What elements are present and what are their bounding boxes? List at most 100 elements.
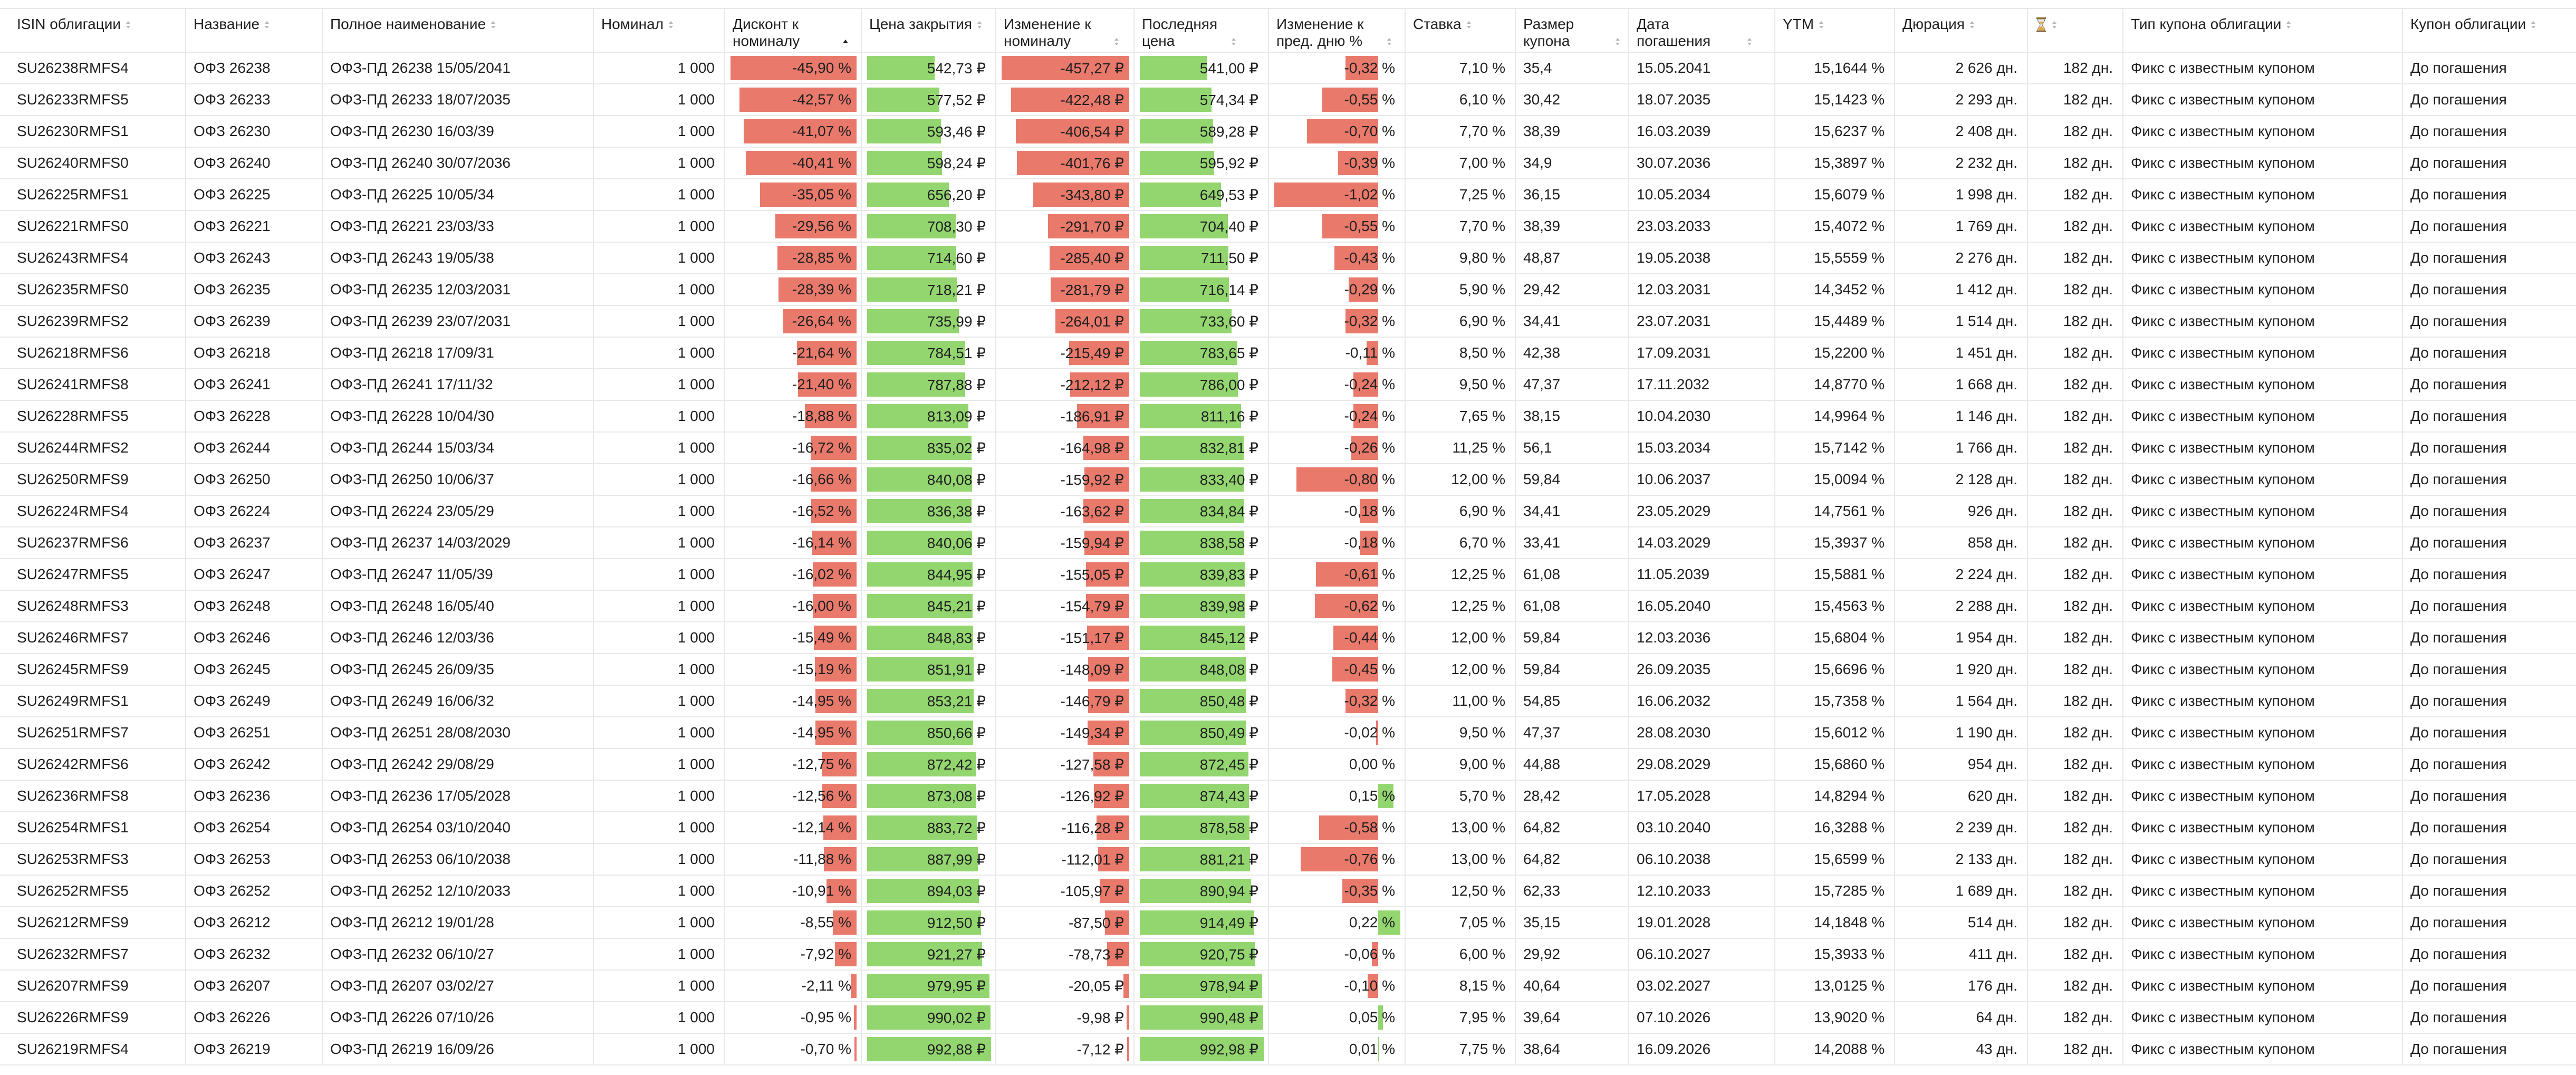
cell-value: -401,76 ₽ [1060, 155, 1124, 171]
table-row[interactable]: SU26238RMFS4 ОФЗ 26238 ОФЗ-ПД 26238 15/05/… [0, 52, 2576, 84]
column-header[interactable]: Тип купона облигации [2123, 8, 2403, 53]
cell-value: -8,55 % [800, 914, 852, 930]
cell-value: 786,00 ₽ [1199, 376, 1258, 393]
table-row[interactable]: SU26250RMFS9 ОФЗ 26250 ОФЗ-ПД 26250 10/06/… [0, 464, 2576, 496]
header-label: Тип купона облигации [2131, 16, 2282, 32]
cell-text: До погашения [2410, 186, 2507, 203]
table-row[interactable]: SU26245RMFS9 ОФЗ 26245 ОФЗ-ПД 26245 26/09/… [0, 654, 2576, 686]
column-header[interactable]: Ставка [1405, 8, 1516, 53]
column-header[interactable]: Дюрация [1895, 8, 2028, 53]
table-row[interactable]: SU26254RMFS1 ОФЗ 26254 ОФЗ-ПД 26254 03/10/… [0, 812, 2576, 844]
table-row[interactable]: SU26241RMFS8 ОФЗ 26241 ОФЗ-ПД 26241 17/11/… [0, 369, 2576, 401]
table-row[interactable]: SU26248RMFS3 ОФЗ 26248 ОФЗ-ПД 26248 16/05/… [0, 590, 2576, 622]
column-header[interactable]: Размер купона [1515, 8, 1629, 53]
table-cell: 64 дн. [1895, 1002, 2028, 1034]
table-row[interactable]: SU26243RMFS4 ОФЗ 26243 ОФЗ-ПД 26243 19/05/… [0, 242, 2576, 274]
table-cell: -401,76 ₽ [996, 147, 1135, 179]
cell-content: ОФЗ 26218 [186, 338, 321, 368]
table-row[interactable]: SU26218RMFS6 ОФЗ 26218 ОФЗ-ПД 26218 17/09/… [0, 337, 2576, 369]
column-header[interactable]: Номинал [593, 8, 725, 53]
table-row[interactable]: SU26207RMFS9 ОФЗ 26207 ОФЗ-ПД 26207 03/02/… [0, 970, 2576, 1002]
cell-content: ОФЗ-ПД 26224 23/05/29 [323, 496, 592, 526]
table-row[interactable]: SU26237RMFS6 ОФЗ 26237 ОФЗ-ПД 26237 14/03/… [0, 527, 2576, 559]
cell-content: 0,00 % [1269, 749, 1404, 779]
cell-text: 182 дн. [2063, 439, 2113, 456]
cell-value: 574,34 ₽ [1199, 91, 1258, 108]
table-row[interactable]: SU26233RMFS5 ОФЗ 26233 ОФЗ-ПД 26233 18/07/… [0, 84, 2576, 116]
table-row[interactable]: SU26246RMFS7 ОФЗ 26246 ОФЗ-ПД 26246 12/03/… [0, 622, 2576, 654]
bar-area [730, 341, 857, 365]
column-header[interactable]: Изменение к пред. дню % [1268, 8, 1406, 53]
column-header[interactable]: Дата погашения [1629, 8, 1775, 53]
table-row[interactable]: SU26224RMFS4 ОФЗ 26224 ОФЗ-ПД 26224 23/05/… [0, 495, 2576, 527]
table-row[interactable]: SU26247RMFS5 ОФЗ 26247 ОФЗ-ПД 26247 11/05/… [0, 559, 2576, 591]
table-cell: Фикс с известным купоном [2123, 369, 2403, 401]
table-row[interactable]: SU26226RMFS9 ОФЗ 26226 ОФЗ-ПД 26226 07/10/… [0, 1002, 2576, 1034]
column-header[interactable]: Купон облигации [2402, 8, 2576, 53]
cell-content: -406,54 ₽ [996, 116, 1133, 146]
cell-content: SU26218RMFS6 [0, 338, 185, 368]
table-row[interactable]: SU26240RMFS0 ОФЗ 26240 ОФЗ-ПД 26240 30/07/… [0, 147, 2576, 179]
table-row[interactable]: SU26221RMFS0 ОФЗ 26221 ОФЗ-ПД 26221 23/03/… [0, 210, 2576, 243]
column-header[interactable]: Полное наименование [322, 8, 594, 53]
cell-content: -0,43 % [1269, 243, 1404, 273]
cell-content: -8,55 % [725, 907, 860, 937]
table-row[interactable]: SU26236RMFS8 ОФЗ 26236 ОФЗ-ПД 26236 17/05/… [0, 780, 2576, 812]
cell-content: 7,70 % [1406, 116, 1514, 146]
cell-content: -215,49 ₽ [996, 338, 1133, 368]
bar [1322, 214, 1378, 238]
cell-text: 1 000 [677, 60, 715, 76]
table-row[interactable]: SU26230RMFS1 ОФЗ 26230 ОФЗ-ПД 26230 16/03/… [0, 116, 2576, 148]
cell-content: ОФЗ-ПД 26232 06/10/27 [323, 939, 592, 969]
table-row[interactable]: SU26212RMFS9 ОФЗ 26212 ОФЗ-ПД 26212 19/01/… [0, 907, 2576, 939]
column-header[interactable]: Название [186, 8, 323, 53]
cell-text: 15,3897 % [1814, 155, 1885, 171]
table-row[interactable]: SU26253RMFS3 ОФЗ 26253 ОФЗ-ПД 26253 06/10/… [0, 843, 2576, 876]
sort-icon [1819, 21, 1824, 28]
bar-area [1002, 942, 1129, 966]
cell-content: 7,65 % [1406, 401, 1514, 431]
column-header[interactable]: YTM [1775, 8, 1895, 53]
column-header[interactable]: ISIN облигации [0, 8, 186, 53]
cell-value: -0,11 % [1345, 344, 1395, 361]
cell-content: ОФЗ 26225 [186, 179, 321, 209]
bar-area [730, 752, 857, 776]
cell-value: -28,39 % [792, 281, 851, 297]
table-cell: 182 дн. [2027, 780, 2123, 812]
cell-content: -0,55 % [1269, 211, 1404, 241]
column-header[interactable]: Дисконт к номиналу [725, 8, 862, 53]
cell-content: 850,49 ₽ [1135, 717, 1267, 747]
table-cell: -21,64 % [725, 337, 862, 369]
column-header[interactable]: Изменение к номиналу [996, 8, 1135, 53]
table-row[interactable]: SU26235RMFS0 ОФЗ 26235 ОФЗ-ПД 26235 12/03/… [0, 274, 2576, 306]
table-row[interactable]: SU26244RMFS2 ОФЗ 26244 ОФЗ-ПД 26244 15/03/… [0, 432, 2576, 464]
table-cell: 577,52 ₽ [861, 84, 996, 116]
column-header[interactable] [2027, 8, 2123, 53]
table-row[interactable]: SU26228RMFS5 ОФЗ 26228 ОФЗ-ПД 26228 10/04/… [0, 400, 2576, 433]
cell-text: 2 276 дн. [1955, 249, 2017, 266]
table-cell: ОФЗ 26254 [186, 812, 323, 844]
table-cell: 12.10.2033 [1629, 875, 1775, 907]
column-header[interactable]: Последняя цена [1134, 8, 1269, 53]
table-row[interactable]: SU26252RMFS5 ОФЗ 26252 ОФЗ-ПД 26252 12/10/… [0, 875, 2576, 907]
bar-area [1274, 784, 1400, 808]
bar-area [730, 562, 857, 587]
cell-value: 883,72 ₽ [927, 819, 986, 836]
table-row[interactable]: SU26232RMFS7 ОФЗ 26232 ОФЗ-ПД 26232 06/10/… [0, 938, 2576, 971]
table-cell: 182 дн. [2027, 369, 2123, 401]
cell-content: ОФЗ 26235 [186, 274, 321, 304]
table-row[interactable]: SU26249RMFS1 ОФЗ 26249 ОФЗ-ПД 26249 16/06/… [0, 685, 2576, 717]
bar [1140, 657, 1246, 682]
cell-content: SU26225RMFS1 [0, 179, 185, 209]
table-row[interactable]: SU26251RMFS7 ОФЗ 26251 ОФЗ-ПД 26251 28/08/… [0, 717, 2576, 749]
table-cell: 2 293 дн. [1895, 84, 2028, 116]
table-cell: 1 000 [593, 495, 725, 527]
cell-content: ОФЗ-ПД 26221 23/03/33 [323, 211, 592, 241]
column-header[interactable]: Цена закрытия [861, 8, 996, 53]
table-row[interactable]: SU26225RMFS1 ОФЗ 26225 ОФЗ-ПД 26225 10/05/… [0, 179, 2576, 211]
bar-area [1002, 56, 1129, 80]
table-cell: 28.08.2030 [1629, 717, 1775, 749]
table-row[interactable]: SU26219RMFS4 ОФЗ 26219 ОФЗ-ПД 26219 16/09/… [0, 1033, 2576, 1066]
table-row[interactable]: SU26239RMFS2 ОФЗ 26239 ОФЗ-ПД 26239 23/07/… [0, 305, 2576, 338]
table-row[interactable]: SU26242RMFS6 ОФЗ 26242 ОФЗ-ПД 26242 29/08/… [0, 748, 2576, 781]
